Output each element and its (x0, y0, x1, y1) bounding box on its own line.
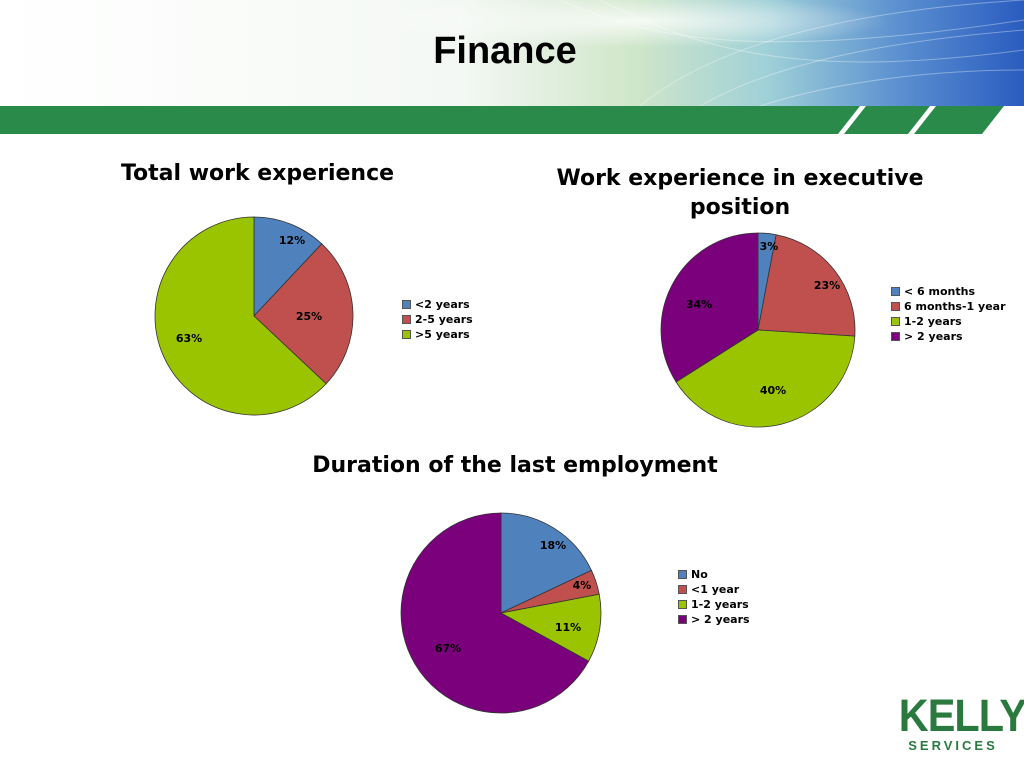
legend-executive-experience: < 6 months 6 months-1 year 1-2 years > 2 ye… (891, 284, 1006, 344)
data-label-1: 3% (760, 240, 779, 253)
legend-item: 1-2 years (891, 314, 1006, 329)
legend-swatch (891, 302, 900, 311)
data-label-4: 67% (435, 642, 461, 655)
kelly-services-logo: KELLY SERVICES (894, 690, 1024, 758)
legend-item: < 6 months (891, 284, 1006, 299)
pie-slice-2 (253, 243, 354, 385)
header-graphic (0, 0, 1024, 134)
legend-swatch (678, 585, 687, 594)
legend-label: < 6 months (904, 285, 976, 298)
legend-item: No (678, 567, 750, 582)
pie-slice-3 (154, 216, 327, 416)
pie-slice-4 (660, 232, 759, 383)
data-label-3: 63% (176, 332, 202, 345)
legend-swatch (891, 287, 900, 296)
legend-total-experience: <2 years 2-5 years >5 years (402, 297, 473, 342)
legend-last-employment: No <1 year 1-2 years > 2 years (678, 567, 750, 627)
legend-item: 1-2 years (678, 597, 750, 612)
legend-label: > 2 years (691, 613, 750, 626)
legend-swatch (891, 332, 900, 341)
legend-swatch (891, 317, 900, 326)
pie-slice-4 (400, 512, 590, 714)
data-label-3: 11% (555, 621, 581, 634)
legend-item: >5 years (402, 327, 473, 342)
data-label-1: 18% (540, 539, 566, 552)
legend-swatch (402, 300, 411, 309)
legend-swatch (678, 600, 687, 609)
legend-item: <1 year (678, 582, 750, 597)
data-label-1: 12% (279, 234, 305, 247)
chart-title-last-employment: Duration of the last employment (312, 453, 718, 478)
chart-title-total-experience: Total work experience (120, 161, 395, 186)
data-label-3: 40% (760, 384, 786, 397)
pie-slice-1 (500, 512, 593, 614)
legend-label: <1 year (691, 583, 740, 596)
pie-slice-3 (675, 329, 856, 428)
legend-label: 1-2 years (904, 315, 962, 328)
header-banner (0, 0, 1024, 140)
chart-title-executive-experience: Work experience in executive position (556, 166, 924, 220)
legend-label: >5 years (415, 328, 470, 341)
legend-item: <2 years (402, 297, 473, 312)
legend-label: No (691, 568, 708, 581)
legend-swatch (402, 315, 411, 324)
legend-item: > 2 years (891, 329, 1006, 344)
legend-swatch (678, 570, 687, 579)
legend-label: 1-2 years (691, 598, 749, 611)
data-label-2: 23% (814, 279, 840, 292)
legend-item: > 2 years (678, 612, 750, 627)
data-label-2: 25% (296, 310, 322, 323)
pie-slice-2 (757, 234, 856, 337)
logo-word: KELLY (898, 690, 1024, 741)
legend-label: 2-5 years (415, 313, 473, 326)
legend-swatch (678, 615, 687, 624)
pie-slice-1 (253, 216, 323, 318)
legend-item: 6 months-1 year (891, 299, 1006, 314)
logo-subtitle: SERVICES (908, 738, 998, 753)
slide-title: Finance (433, 30, 577, 72)
legend-label: <2 years (415, 298, 470, 311)
legend-label: > 2 years (904, 330, 963, 343)
legend-swatch (402, 330, 411, 339)
legend-label: 6 months-1 year (904, 300, 1006, 313)
data-label-2: 4% (573, 579, 592, 592)
legend-item: 2-5 years (402, 312, 473, 327)
pie-slice-3 (499, 593, 602, 662)
data-label-4: 34% (686, 298, 712, 311)
